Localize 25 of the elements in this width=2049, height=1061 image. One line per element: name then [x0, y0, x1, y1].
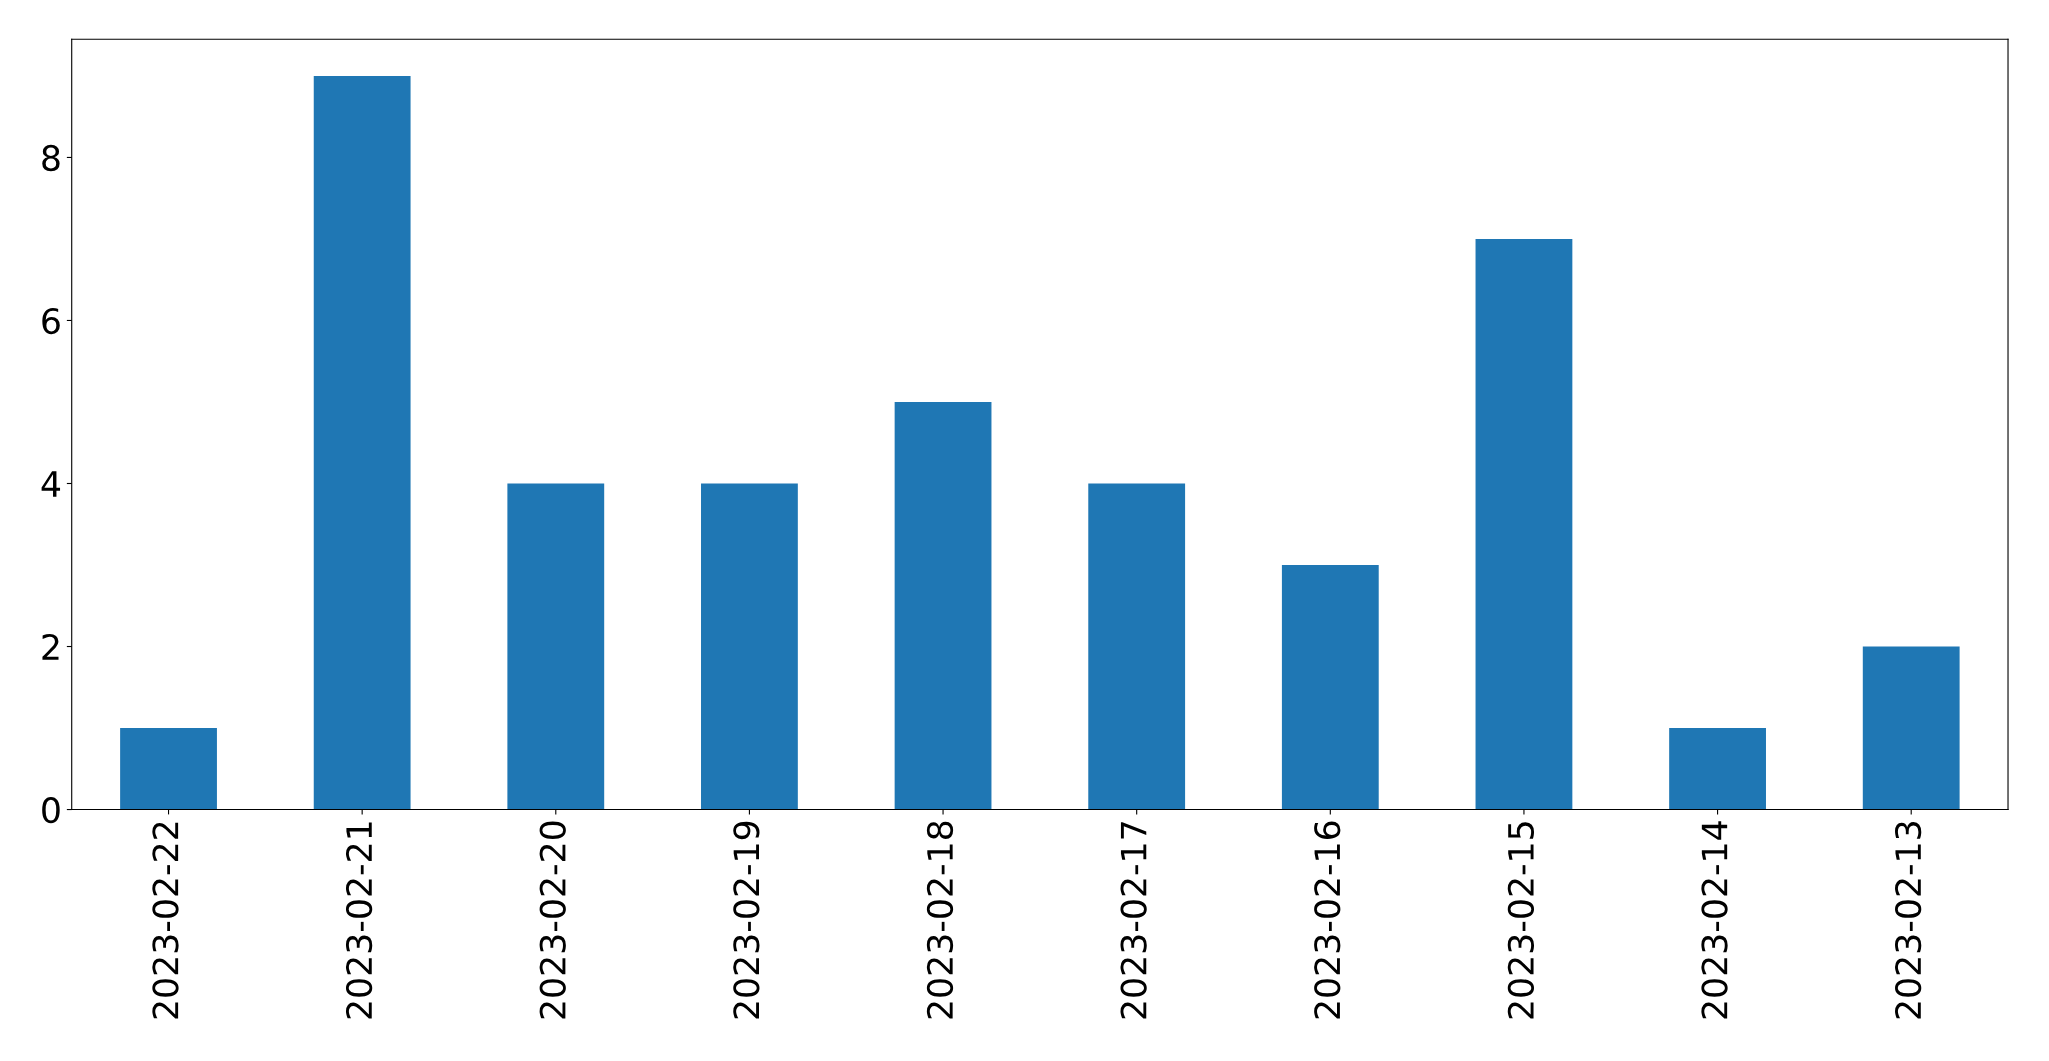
bar — [120, 728, 217, 810]
y-tick-label: 4 — [41, 471, 61, 497]
x-tick-label: 2023-02-18 — [926, 821, 954, 1019]
bar — [1475, 238, 1573, 810]
bar — [1669, 728, 1766, 810]
x-tick-label: 2023-02-22 — [152, 822, 179, 1019]
y-tick-label: 2 — [42, 633, 59, 660]
bar — [1281, 565, 1379, 810]
bar — [1088, 483, 1186, 810]
y-tick-label: 6 — [42, 307, 60, 335]
x-tick-label: 2023-02-14 — [1701, 821, 1728, 1019]
y-tick-label: 0 — [42, 796, 60, 824]
x-tick-label: 2023-02-20 — [539, 821, 566, 1019]
y-tick-label: 8 — [42, 144, 60, 172]
x-tick-label: 2023-02-15 — [1507, 822, 1535, 1019]
bar — [894, 401, 992, 810]
bar — [701, 483, 798, 810]
x-tick-label: 2023-02-13 — [1895, 822, 1922, 1019]
x-tick-label: 2023-02-16 — [1314, 821, 1341, 1019]
x-tick-label: 2023-02-17 — [1120, 822, 1147, 1019]
bar — [313, 75, 411, 810]
bar — [1862, 646, 1960, 810]
bar — [507, 483, 605, 810]
x-tick-label: 2023-02-21 — [345, 822, 373, 1019]
x-tick-label: 2023-02-19 — [733, 821, 760, 1019]
